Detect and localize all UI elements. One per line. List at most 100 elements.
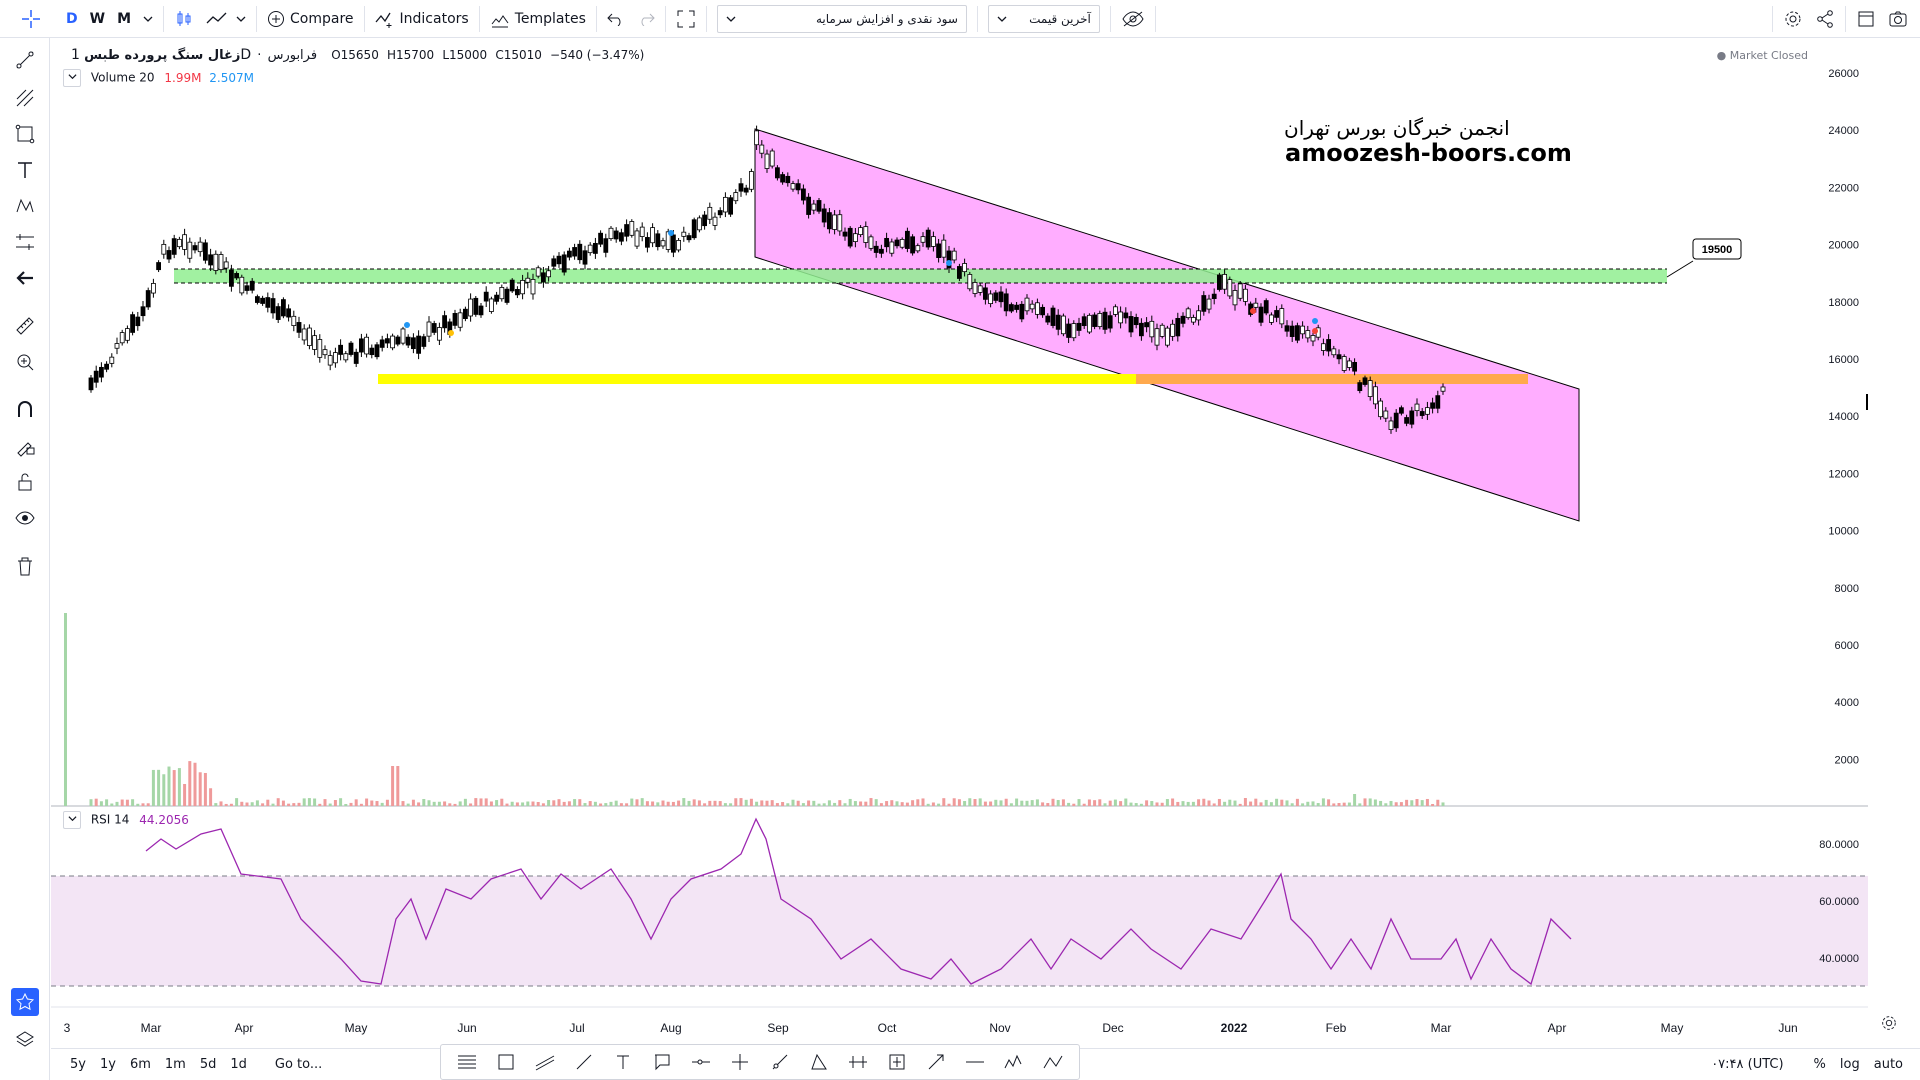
candle-body: [1107, 315, 1113, 329]
interval-month[interactable]: M: [117, 10, 132, 27]
cross-line-icon[interactable]: [728, 1050, 752, 1074]
candle-body: [1331, 348, 1337, 356]
candle-body: [249, 280, 255, 291]
rsi-collapse-button[interactable]: [63, 811, 81, 829]
candle-body: [1378, 400, 1383, 418]
volume-bar: [583, 803, 587, 806]
share-button[interactable]: [1809, 0, 1841, 38]
symbol-name[interactable]: زغال سنگ پرورده طبس: [84, 48, 241, 63]
candle-body: [873, 245, 879, 253]
volume-bar: [1129, 802, 1133, 806]
interval-day[interactable]: D: [66, 10, 78, 27]
dividends-select[interactable]: سود نقدی و افزایش سرمایه: [716, 4, 967, 33]
volume-bar: [848, 798, 852, 806]
log-toggle[interactable]: log: [1839, 1057, 1860, 1072]
rsi-axis-label: 60.0000: [1819, 896, 1859, 908]
candle-body: [790, 183, 796, 190]
line-chart-icon[interactable]: [200, 0, 252, 38]
elliott-wave-icon[interactable]: [1002, 1050, 1026, 1074]
price-source-select[interactable]: آخرین قیمت: [987, 4, 1100, 33]
fullscreen-button[interactable]: [670, 0, 702, 38]
timezone-label[interactable]: ۰۷:۴۸ (UTC): [1711, 1057, 1784, 1072]
callout-box[interactable]: [1692, 238, 1742, 260]
trend-line-icon[interactable]: [13, 48, 37, 72]
candle-body: [827, 212, 832, 230]
volume-bar: [292, 803, 296, 806]
arrow-icon[interactable]: [924, 1050, 948, 1074]
price-axis[interactable]: 26000 24000 22000 20000 18000 16000 14000 12000…: [1828, 68, 1859, 766]
range-1m[interactable]: 1m: [164, 1057, 186, 1072]
volume-bar: [224, 803, 228, 806]
range-1y[interactable]: 1y: [99, 1057, 116, 1072]
range-6m[interactable]: 6m: [129, 1057, 151, 1072]
text-tool-icon[interactable]: [611, 1050, 635, 1074]
range-5d[interactable]: 5d: [199, 1057, 217, 1072]
text-icon[interactable]: [13, 158, 37, 182]
pattern-icon[interactable]: [13, 194, 37, 218]
prediction-icon[interactable]: [13, 230, 37, 254]
magnet-icon[interactable]: [13, 398, 37, 422]
rectangle-tool-icon[interactable]: [494, 1050, 518, 1074]
support-zone[interactable]: [174, 269, 1667, 283]
candle-body: [1040, 306, 1045, 316]
range-1d[interactable]: 1d: [230, 1057, 247, 1072]
candle-body: [270, 298, 276, 314]
screenshot-button[interactable]: [1882, 0, 1920, 38]
interval-week[interactable]: W: [89, 10, 106, 27]
range-5y[interactable]: 5y: [70, 1057, 86, 1072]
goto-button[interactable]: Go to...: [274, 1057, 323, 1072]
layout-button[interactable]: [1850, 0, 1882, 38]
candles-icon[interactable]: [168, 0, 200, 38]
axis-settings-button[interactable]: [1880, 1014, 1898, 1036]
trash-icon[interactable]: [13, 554, 37, 578]
parallel-channel-icon[interactable]: [533, 1050, 557, 1074]
volume-bar: [1207, 800, 1211, 806]
triangle-icon[interactable]: [807, 1050, 831, 1074]
hide-button[interactable]: [1115, 0, 1151, 38]
settings-button[interactable]: [1777, 0, 1809, 38]
abc-pattern-icon[interactable]: [1041, 1050, 1065, 1074]
pitchfork-icon[interactable]: [13, 86, 37, 110]
templates-button[interactable]: Templates: [484, 0, 592, 38]
date-range-icon[interactable]: [846, 1050, 870, 1074]
candle-body: [348, 342, 354, 355]
lock-draw-icon[interactable]: [13, 434, 37, 458]
trend-line-tool-icon[interactable]: [572, 1050, 596, 1074]
volume-collapse-button[interactable]: [63, 69, 81, 87]
percent-toggle[interactable]: %: [1813, 1057, 1826, 1072]
crosshair-icon[interactable]: [0, 0, 48, 38]
rsi-axis-label: 40.0000: [1819, 953, 1859, 965]
chart-canvas[interactable]: 19500 انجمن خبرگان بورس تهران amoozesh-b…: [51, 39, 1911, 1049]
volume-bar: [838, 800, 842, 806]
eye-icon[interactable]: [13, 506, 37, 530]
rsi-value: 44.2056: [139, 812, 189, 827]
ruler-icon[interactable]: [13, 314, 37, 338]
zoom-icon[interactable]: [13, 350, 37, 374]
layers-icon[interactable]: [13, 1028, 37, 1052]
ray-icon[interactable]: [768, 1050, 792, 1074]
candle-body: [166, 250, 172, 260]
candle-body: [353, 351, 359, 364]
interval-dropdown[interactable]: [137, 0, 159, 38]
compare-button[interactable]: Compare: [261, 0, 360, 38]
auto-toggle[interactable]: auto: [1873, 1057, 1903, 1072]
back-arrow-icon[interactable]: [13, 266, 37, 290]
lock-icon[interactable]: [13, 470, 37, 494]
favorites-star-icon[interactable]: [11, 988, 39, 1016]
price-range-icon[interactable]: [885, 1050, 909, 1074]
gear-icon: [1785, 11, 1801, 26]
callout-tool-icon[interactable]: [650, 1050, 674, 1074]
descending-channel[interactable]: [754, 128, 1580, 522]
horizontal-ray-icon[interactable]: [689, 1050, 713, 1074]
volume-bar: [869, 798, 873, 806]
horizontal-lines-icon[interactable]: [455, 1050, 479, 1074]
undo-button[interactable]: [601, 0, 631, 38]
indicators-button[interactable]: Indicators: [369, 0, 475, 38]
redo-button[interactable]: [631, 0, 661, 38]
yellow-level[interactable]: [378, 374, 1528, 384]
chart-area[interactable]: 19500 انجمن خبرگان بورس تهران amoozesh-b…: [51, 39, 1911, 1049]
time-axis[interactable]: 3 Mar Apr May Jun Jul Aug Sep Oct Nov Dec 2022 Feb Ma…: [64, 1021, 1798, 1035]
rectangle-icon[interactable]: [13, 122, 37, 146]
horizontal-line-icon[interactable]: [963, 1050, 987, 1074]
rsi-axis[interactable]: 80.0000 60.0000 40.0000: [1819, 839, 1859, 965]
